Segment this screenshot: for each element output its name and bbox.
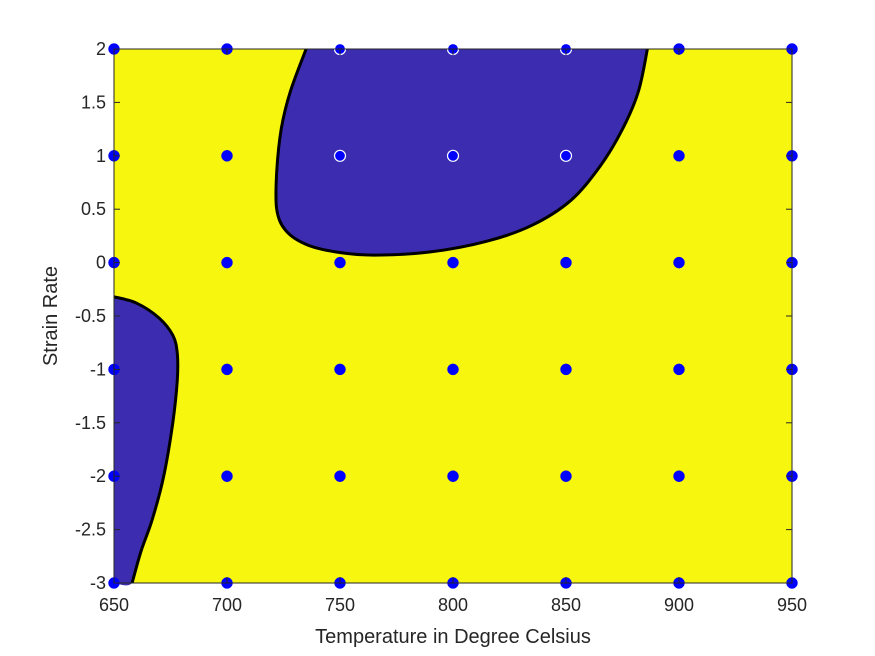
data-point [560, 363, 572, 376]
x-tick-label: 800 [438, 595, 468, 615]
plot-area [108, 42, 798, 589]
data-point [221, 256, 233, 269]
data-point [221, 150, 233, 162]
data-point [447, 470, 459, 482]
data-point [334, 363, 346, 376]
data-point [560, 256, 572, 269]
data-point [447, 363, 459, 376]
data-point [334, 470, 346, 482]
data-point [673, 470, 685, 482]
y-axis-label: Strain Rate [40, 266, 62, 366]
data-point [673, 150, 685, 162]
contour-boundary-2 [113, 295, 180, 584]
y-tick-label: -1.5 [75, 413, 106, 433]
y-tick-label: 2 [96, 39, 106, 59]
data-point [447, 256, 459, 269]
y-tick-label: -3 [90, 573, 106, 593]
x-tick-label: 750 [325, 595, 355, 615]
data-point [446, 149, 460, 162]
y-tick-label: -2 [90, 466, 106, 486]
y-tick-label: -0.5 [75, 306, 106, 326]
y-tick-label: 1 [96, 146, 106, 166]
unstable-region-2 [114, 296, 178, 586]
x-tick-label: 950 [777, 595, 807, 615]
data-point [673, 256, 685, 269]
y-tick-label: 0.5 [81, 199, 106, 219]
contour-boundary-1 [274, 48, 649, 257]
y-tick-label: -1 [90, 359, 106, 379]
x-axis-label: Temperature in Degree Celsius [315, 626, 591, 648]
data-point [560, 470, 572, 482]
x-tick-label: 850 [551, 595, 581, 615]
unstable-region-1 [275, 49, 648, 256]
data-point [559, 149, 573, 162]
y-tick-label: 0 [96, 253, 106, 273]
data-point [333, 149, 347, 162]
data-point [673, 363, 685, 376]
region-layer [113, 48, 649, 586]
x-tick-label: 900 [664, 595, 694, 615]
y-tick-label: 1.5 [81, 92, 106, 112]
x-tick-label: 650 [99, 595, 129, 615]
y-tick-label: -2.5 [75, 520, 106, 540]
data-point [334, 256, 346, 269]
axes: 650 700 750 800 850 900 950 -3 -2.5 -2 -1.5 -1 -0.5 0… [75, 39, 807, 615]
x-tick-label: 700 [212, 595, 242, 615]
data-point [221, 363, 233, 376]
data-point [221, 470, 233, 482]
